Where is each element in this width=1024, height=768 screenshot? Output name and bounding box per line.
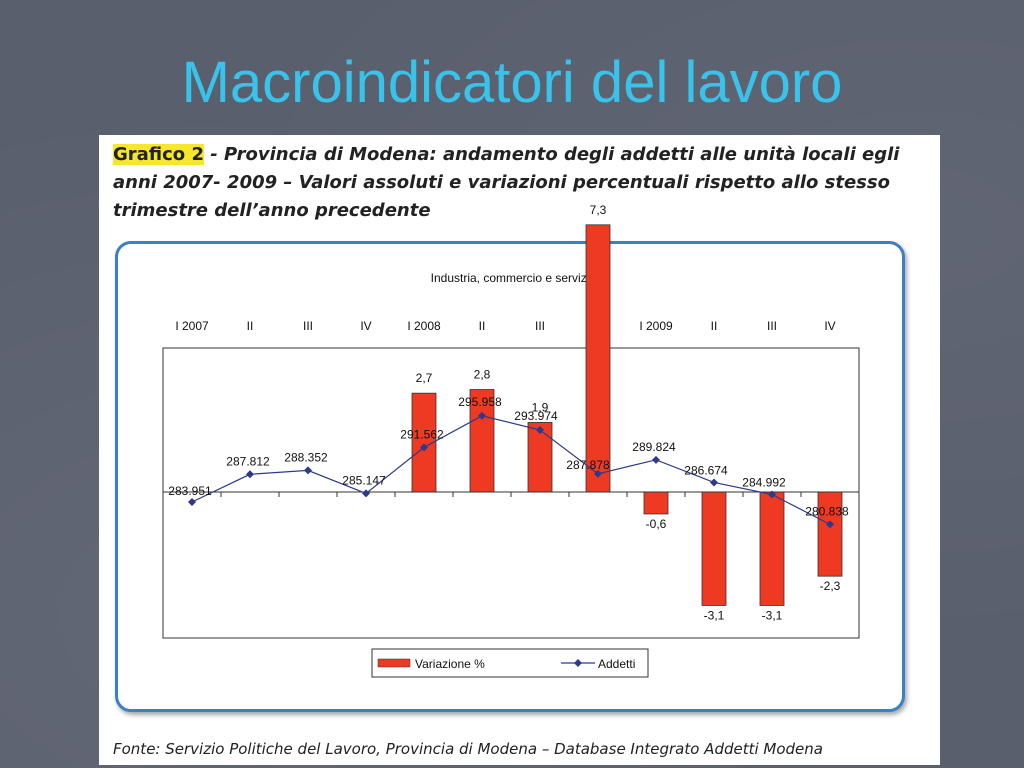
line-value-labels: 283.951 287.812 288.352 285.147 291.562 295.9… [168, 395, 849, 519]
bar-value-label: 2,7 [416, 371, 433, 385]
bar [469, 389, 495, 493]
chart-title: Industria, commercio e servizi [431, 271, 590, 285]
legend-bar-label: Variazione % [415, 657, 485, 671]
line-series [188, 411, 834, 529]
line-point [478, 411, 486, 420]
bar-value-label: 2,8 [474, 368, 491, 382]
slide-title: Macroindicatori del lavoro [181, 50, 843, 115]
line-value-label: 288.352 [284, 450, 328, 464]
legend-box [371, 648, 649, 678]
bar [701, 491, 727, 606]
legend: Variazione % Addetti [371, 648, 649, 678]
category-label: III [767, 319, 777, 333]
line-value-label: 287.812 [226, 454, 270, 468]
bar-value-label: 7,3 [590, 203, 607, 217]
category-label: II [711, 319, 718, 333]
line-point [420, 443, 428, 452]
line-value-label: 280.838 [805, 504, 849, 518]
figure-caption-label: Grafico 2 [113, 144, 204, 165]
chart: Industria, commercio e servizi I 2007 II I… [162, 203, 860, 678]
series-line-addetti [191, 415, 831, 525]
figure-panel: Grafico 2 - Provincia di Modena: andamen… [99, 135, 940, 765]
category-label: IV [360, 319, 371, 333]
line-value-label: 286.674 [684, 463, 728, 477]
category-label: III [535, 319, 545, 333]
line-point [652, 455, 660, 464]
line-point [768, 490, 776, 499]
bar [759, 491, 785, 606]
bar-value-label: -3,1 [704, 608, 725, 622]
category-label: III [303, 319, 313, 333]
line-value-label: 291.562 [400, 427, 444, 441]
bar-value-label: -0,6 [646, 517, 667, 531]
bar-value-label: -3,1 [762, 608, 783, 622]
legend-line-marker [574, 659, 582, 667]
category-label: IV [824, 319, 835, 333]
bar-value-label: -2,3 [820, 579, 841, 593]
line-value-label: 284.992 [742, 476, 786, 490]
line-point [246, 470, 254, 479]
line-value-label: 293.974 [514, 409, 558, 423]
bar [585, 224, 611, 493]
bar [817, 491, 843, 577]
figure-caption: Grafico 2 - Provincia di Modena: andamen… [113, 141, 913, 225]
figure-caption-text: - Provincia di Modena: andamento degli a… [113, 144, 900, 221]
bar-value-label: 1,9 [532, 400, 549, 414]
line-point [594, 469, 602, 478]
line-point [304, 466, 312, 475]
category-label: II [479, 319, 486, 333]
line-point [362, 489, 370, 498]
figure-source: Fonte: Servizio Politiche del Lavoro, Pr… [113, 740, 823, 758]
line-value-label: 285.147 [342, 473, 386, 487]
category-label: II [247, 319, 254, 333]
axis-ticks [162, 492, 860, 497]
bar-value-labels: 2,7 2,8 1,9 7,3 -0,6 -3,1 -3,1 -2,3 [416, 203, 841, 623]
category-label: I 2009 [639, 319, 673, 333]
line-point [710, 478, 718, 487]
line-value-label: 287.878 [566, 458, 610, 472]
line-value-label: 283.951 [168, 484, 212, 498]
category-label: I 2007 [175, 319, 209, 333]
line-value-label: 295.958 [458, 395, 502, 409]
line-value-label: 289.824 [632, 440, 676, 454]
legend-bar-swatch [377, 658, 411, 668]
line-point [826, 520, 834, 529]
legend-line-label: Addetti [598, 657, 635, 671]
category-label: I 2008 [407, 319, 441, 333]
bar-series [411, 224, 843, 606]
bar [643, 491, 669, 515]
line-point [536, 426, 544, 435]
line-point [188, 498, 196, 506]
